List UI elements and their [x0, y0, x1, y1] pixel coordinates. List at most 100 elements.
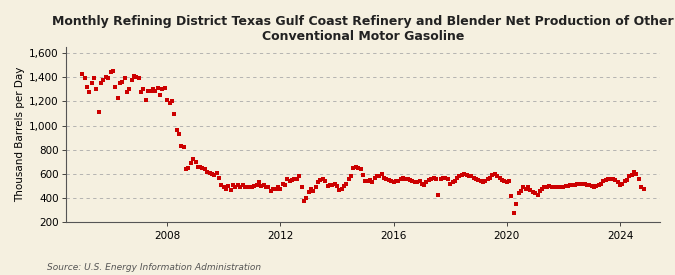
Point [364, 178, 375, 182]
Point [282, 177, 293, 181]
Point [296, 185, 307, 189]
Point [155, 93, 165, 98]
Point [537, 186, 547, 191]
Point [327, 183, 338, 187]
Point [442, 177, 453, 181]
Point [541, 185, 552, 189]
Point [383, 178, 394, 182]
Text: Source: U.S. Energy Information Administration: Source: U.S. Energy Information Administ… [47, 263, 261, 272]
Point [549, 185, 560, 189]
Point [376, 172, 387, 176]
Point [275, 186, 286, 191]
Point [554, 185, 564, 189]
Point [409, 180, 420, 185]
Point [188, 157, 198, 162]
Point [88, 76, 99, 81]
Point [445, 182, 456, 186]
Point [230, 185, 241, 189]
Point [256, 184, 267, 188]
Point [344, 177, 354, 181]
Point [131, 75, 142, 79]
Point [167, 99, 178, 104]
Point [306, 186, 317, 191]
Point [86, 81, 97, 86]
Point [520, 186, 531, 191]
Point [612, 180, 623, 185]
Point [398, 175, 408, 180]
Point [516, 189, 526, 193]
Point [426, 177, 437, 181]
Point [393, 179, 404, 183]
Point [308, 189, 319, 193]
Point [603, 177, 614, 181]
Point [261, 185, 271, 189]
Point [544, 184, 555, 188]
Point [124, 87, 135, 92]
Point [435, 177, 446, 181]
Point [202, 169, 213, 174]
Point [315, 178, 326, 182]
Point [574, 182, 585, 186]
Point [194, 164, 205, 169]
Point [608, 177, 618, 181]
Point [497, 178, 508, 182]
Point [400, 177, 410, 181]
Point [485, 175, 495, 180]
Point [268, 186, 279, 191]
Point [459, 172, 470, 176]
Point [385, 179, 396, 183]
Point [539, 185, 550, 189]
Point [143, 88, 154, 93]
Point [499, 179, 510, 183]
Point [358, 173, 369, 177]
Point [353, 166, 364, 170]
Point [466, 174, 477, 179]
Point [91, 87, 102, 92]
Point [492, 174, 503, 179]
Point [350, 164, 361, 169]
Point [150, 88, 161, 93]
Point [93, 110, 104, 114]
Point [173, 132, 184, 136]
Point [119, 76, 130, 81]
Point [527, 190, 538, 194]
Point [232, 183, 243, 187]
Point [626, 173, 637, 177]
Point [628, 169, 639, 174]
Title: Monthly Refining District Texas Gulf Coast Refinery and Blender Net Production o: Monthly Refining District Texas Gulf Coa… [52, 15, 674, 43]
Point [339, 184, 350, 188]
Point [171, 128, 182, 133]
Point [178, 145, 189, 150]
Point [140, 98, 151, 102]
Point [468, 175, 479, 180]
Point [475, 179, 486, 183]
Point [77, 72, 88, 76]
Point [577, 182, 588, 186]
Point [153, 86, 163, 90]
Point [402, 177, 413, 181]
Point [593, 183, 604, 187]
Point [101, 75, 111, 79]
Point [244, 185, 255, 189]
Point [617, 182, 628, 186]
Point [614, 183, 625, 187]
Point [522, 185, 533, 189]
Point [204, 170, 215, 175]
Point [369, 175, 380, 180]
Point [619, 179, 630, 183]
Point [325, 183, 335, 187]
Point [622, 178, 632, 182]
Point [110, 85, 121, 89]
Point [478, 180, 489, 185]
Point [464, 174, 475, 179]
Point [421, 180, 432, 185]
Point [598, 179, 609, 183]
Point [82, 85, 92, 89]
Point [433, 192, 443, 197]
Point [242, 185, 252, 189]
Point [428, 175, 439, 180]
Point [103, 76, 113, 81]
Point [374, 174, 385, 179]
Point [192, 164, 203, 169]
Point [277, 182, 288, 186]
